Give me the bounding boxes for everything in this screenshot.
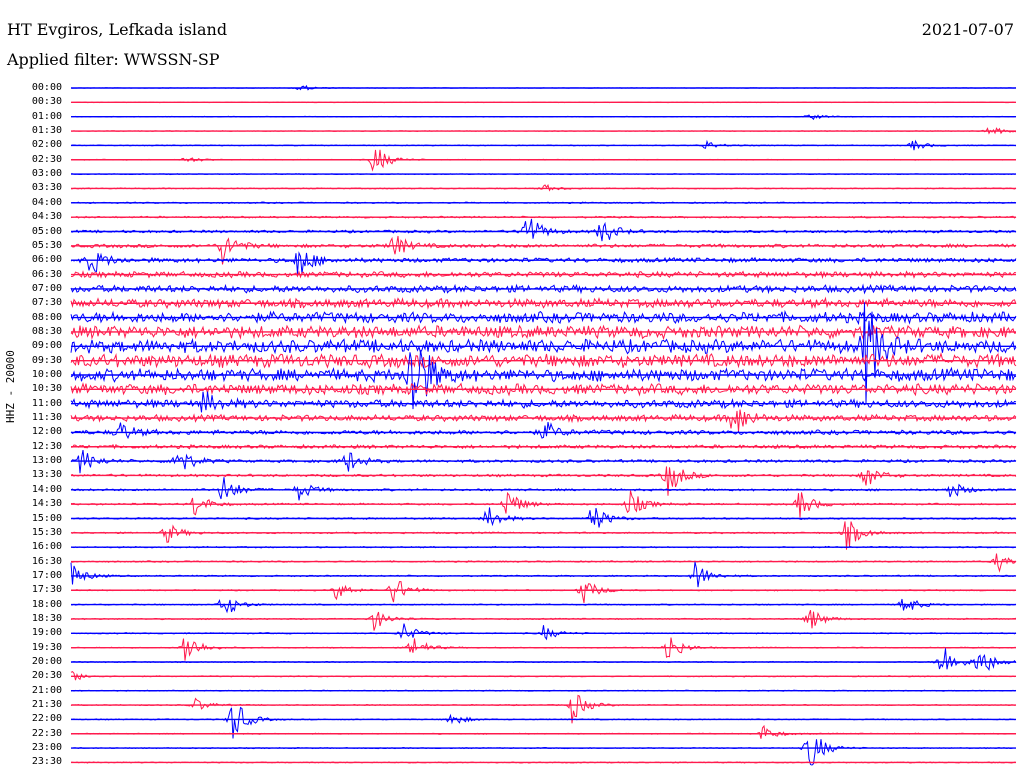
time-tick-1930: 19:30 (31, 641, 62, 653)
time-tick-1800: 18:00 (31, 598, 62, 610)
trace-row-1700 (70, 561, 1017, 588)
trace-row-2000 (70, 648, 1017, 672)
time-tick-1530: 15:30 (31, 526, 62, 538)
trace-row-1800 (71, 598, 1017, 614)
trace-row-1100 (70, 391, 1017, 413)
trace-row-1900 (70, 623, 1017, 641)
time-tick-1230: 12:30 (31, 440, 62, 452)
time-tick-0100: 01:00 (31, 110, 62, 122)
time-tick-1430: 14:30 (31, 498, 62, 510)
time-tick-1630: 16:30 (31, 555, 62, 567)
trace-row-0730 (70, 296, 1017, 310)
time-tick-0300: 03:00 (31, 168, 62, 180)
time-tick-1600: 16:00 (31, 541, 62, 553)
trace-row-0930 (70, 352, 1017, 370)
time-tick-0430: 04:30 (31, 211, 62, 223)
time-tick-1030: 10:30 (31, 383, 62, 395)
time-tick-0230: 02:30 (31, 153, 62, 165)
trace-row-0330 (70, 184, 1017, 192)
time-tick-0730: 07:30 (31, 297, 62, 309)
time-tick-1200: 12:00 (31, 426, 62, 438)
trace-row-1200 (70, 421, 1017, 440)
filter-subtitle: Applied filter: WWSSN-SP (7, 50, 220, 69)
time-tick-0130: 01:30 (31, 125, 62, 137)
trace-row-0500 (70, 218, 1017, 242)
trace-row-0900 (70, 302, 1017, 404)
time-tick-0800: 08:00 (31, 311, 62, 323)
time-tick-labels: 00:00 00:30 01:00 01:30 02:00 02:30 03:00 03:30… (0, 0, 68, 780)
trace-row-1930 (70, 637, 1017, 661)
time-tick-1130: 11:30 (31, 412, 62, 424)
time-tick-0900: 09:00 (31, 340, 62, 352)
trace-row-1130 (70, 409, 1017, 432)
trace-row-1000 (70, 350, 1017, 410)
time-tick-1100: 11:00 (31, 397, 62, 409)
time-tick-2030: 20:30 (31, 670, 62, 682)
time-tick-1300: 13:00 (31, 455, 62, 467)
trace-row-2300 (71, 739, 1017, 766)
trace-row-1530 (70, 521, 1017, 550)
time-tick-0200: 02:00 (31, 139, 62, 151)
station-title: HT Evgiros, Lefkada island (7, 20, 228, 39)
time-tick-2130: 21:30 (31, 699, 62, 711)
trace-row-0830 (70, 324, 1017, 341)
time-tick-2230: 22:30 (31, 727, 62, 739)
time-tick-1900: 19:00 (31, 627, 62, 639)
trace-row-0600 (70, 251, 1017, 275)
trace-row-1330 (70, 466, 1017, 496)
time-tick-1730: 17:30 (31, 584, 62, 596)
time-tick-0930: 09:30 (31, 354, 62, 366)
time-tick-1000: 10:00 (31, 369, 62, 380)
time-tick-0600: 06:00 (31, 254, 62, 266)
trace-row-1730 (71, 581, 1017, 604)
time-tick-0500: 05:00 (31, 225, 62, 237)
time-tick-0530: 05:30 (31, 239, 62, 251)
time-tick-0700: 07:00 (31, 282, 62, 294)
trace-row-1500 (70, 507, 1017, 528)
time-tick-2100: 21:00 (31, 684, 62, 696)
time-tick-2330: 23:30 (31, 756, 62, 768)
trace-row-0800 (70, 309, 1017, 326)
time-tick-1500: 15:00 (31, 512, 62, 524)
time-tick-0830: 08:30 (31, 325, 62, 337)
time-tick-0000: 00:00 (31, 82, 62, 93)
date-label: 2021-07-07 (921, 20, 1014, 39)
trace-row-1630 (70, 553, 1017, 573)
time-tick-0400: 04:00 (31, 196, 62, 208)
trace-row-2230 (70, 724, 1017, 739)
time-tick-2300: 23:00 (31, 742, 62, 754)
time-tick-2000: 20:00 (31, 656, 62, 667)
time-tick-0630: 06:30 (31, 268, 62, 280)
time-tick-0030: 00:30 (31, 96, 62, 108)
time-tick-1400: 14:00 (31, 483, 62, 495)
time-tick-1330: 13:30 (31, 469, 62, 481)
trace-row-1400 (70, 477, 1017, 501)
time-tick-1830: 18:30 (31, 612, 62, 624)
time-tick-0330: 03:30 (31, 182, 62, 194)
time-tick-1700: 17:00 (31, 569, 62, 581)
time-tick-2200: 22:00 (31, 713, 62, 725)
